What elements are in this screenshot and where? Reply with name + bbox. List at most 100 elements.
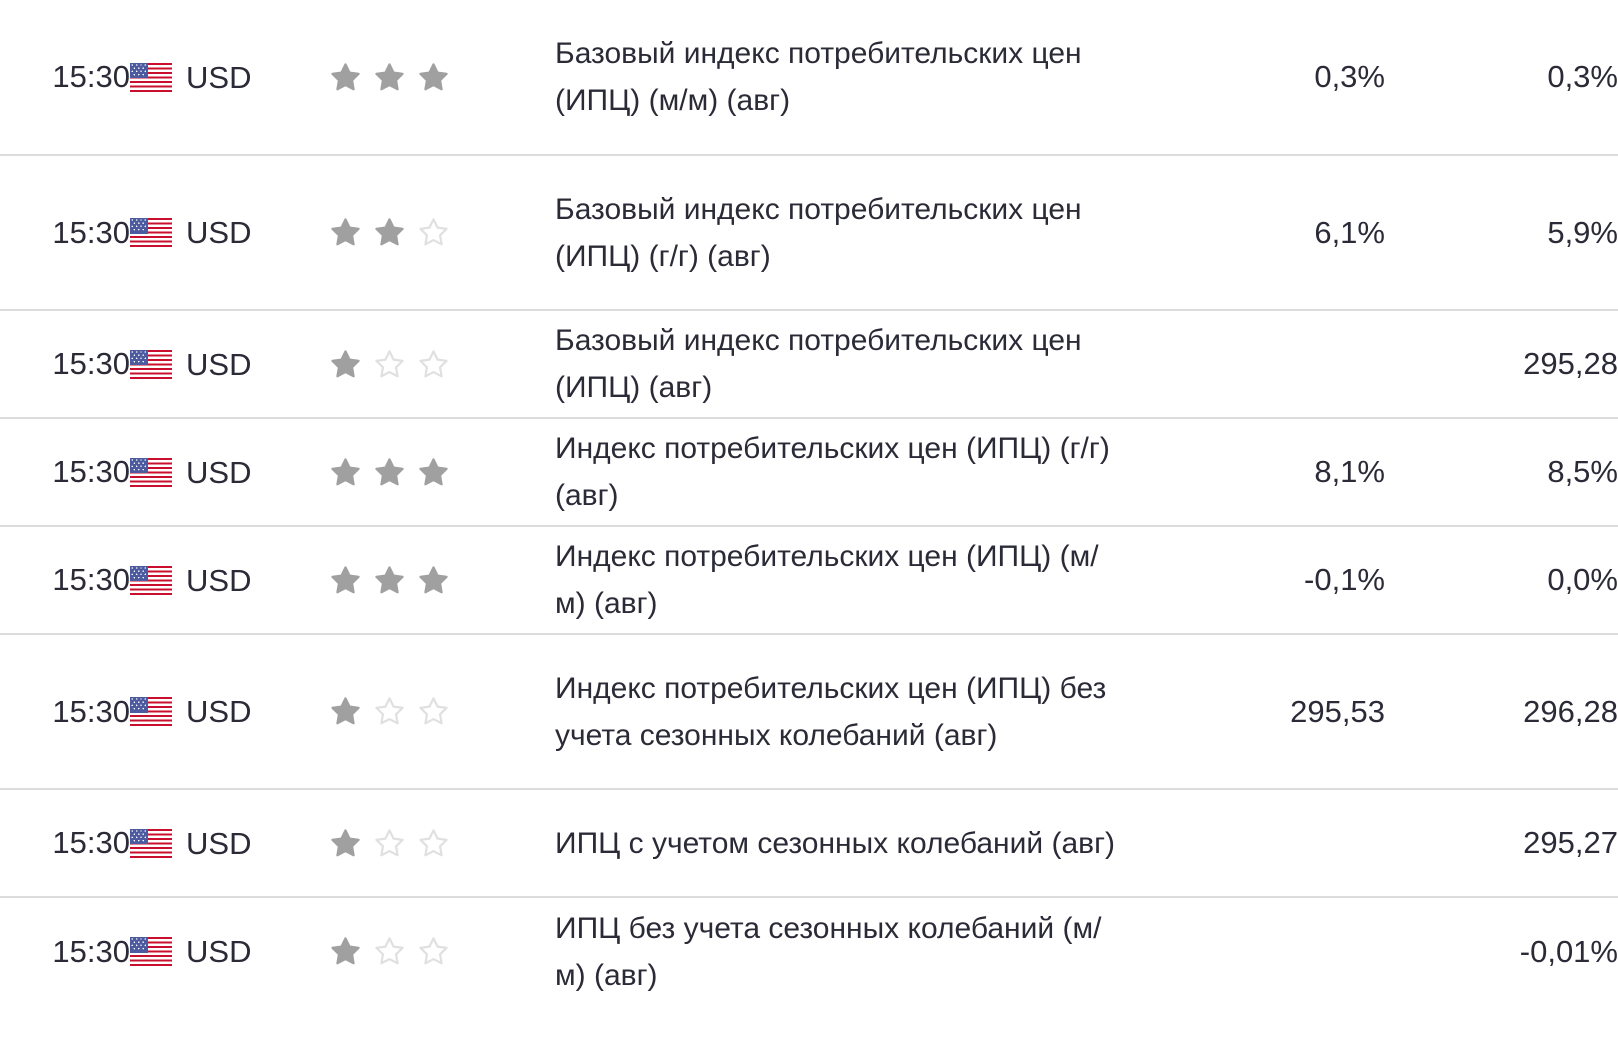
previous-value: 0,3% (1547, 59, 1618, 94)
impact-rating[interactable] (330, 789, 555, 897)
currency-code: USD (186, 59, 252, 95)
impact-rating[interactable] (330, 634, 555, 789)
forecast-value (1115, 897, 1385, 1005)
impact-rating[interactable] (330, 418, 555, 526)
event-time: 15:30 (52, 454, 130, 489)
star-filled-icon (418, 457, 449, 488)
impact-rating[interactable] (330, 526, 555, 634)
event-name-cell[interactable]: Индекс потребительских цен (ИПЦ) (м/м) (… (555, 526, 1115, 634)
star-filled-icon (330, 217, 361, 248)
event-name[interactable]: ИПЦ без учета сезонных колебаний (м/м) (… (555, 911, 1102, 992)
event-name-cell[interactable]: Базовый индекс потребительских цен (ИПЦ)… (555, 0, 1115, 155)
previous-value: 295,27 (1523, 825, 1618, 860)
event-time: 15:30 (52, 346, 130, 381)
us-flag-icon (130, 828, 172, 858)
event-name[interactable]: ИПЦ с учетом сезонных колебаний (авг) (555, 826, 1115, 860)
forecast-value: 295,53 (1290, 693, 1385, 729)
star-filled-icon (330, 457, 361, 488)
impact-rating[interactable] (330, 0, 555, 155)
forecast-value: 6,1% (1314, 214, 1385, 250)
table-row[interactable]: 15:30 USD Индекс потребительских цен (ИПЦ)… (0, 418, 1618, 526)
forecast-value: -0,1% (1304, 562, 1385, 597)
table-row[interactable]: 15:30 USD Базовый индекс потребительских ц… (0, 0, 1618, 155)
currency-cell: USD (130, 155, 330, 310)
event-name[interactable]: Базовый индекс потребительских цен (ИПЦ)… (555, 192, 1082, 273)
table-row[interactable]: 15:30 USD Базовый индекс потребительских ц… (0, 310, 1618, 418)
currency-code: USD (186, 454, 252, 490)
star-filled-icon (418, 565, 449, 596)
table-row[interactable]: 15:30 USD Индекс потребительских цен (ИПЦ)… (0, 634, 1618, 789)
event-name-cell[interactable]: Индекс потребительских цен (ИПЦ) без уче… (555, 634, 1115, 789)
currency-cell: USD (130, 526, 330, 634)
us-flag-icon (130, 218, 172, 247)
table-row[interactable]: 15:30 USD ИПЦ с учетом сезонных колебаний … (0, 789, 1618, 897)
forecast-value: 0,3% (1314, 59, 1385, 94)
currency-cell: USD (130, 418, 330, 526)
event-name-cell[interactable]: Индекс потребительских цен (ИПЦ) (г/г) (… (555, 418, 1115, 526)
event-name[interactable]: Индекс потребительских цен (ИПЦ) (м/м) (… (555, 540, 1099, 620)
table-row[interactable]: 15:30 USD Базовый индекс потребительских ц… (0, 155, 1618, 310)
impact-rating[interactable] (330, 155, 555, 310)
currency-cell: USD (130, 0, 330, 155)
event-name-cell[interactable]: ИПЦ без учета сезонных колебаний (м/м) (… (555, 897, 1115, 1005)
star-empty-icon (374, 349, 405, 380)
event-time: 15:30 (52, 562, 130, 597)
star-filled-icon (330, 696, 361, 727)
star-filled-icon (374, 62, 405, 93)
previous-value: 0,0% (1547, 562, 1618, 597)
star-filled-icon (330, 828, 361, 859)
currency-cell: USD (130, 897, 330, 1005)
star-filled-icon (330, 936, 361, 967)
previous-value: -0,01% (1519, 933, 1618, 969)
forecast-value (1115, 310, 1385, 418)
event-name[interactable]: Базовый индекс потребительских цен (ИПЦ)… (555, 37, 1082, 117)
star-filled-icon (374, 217, 405, 248)
star-filled-icon (374, 457, 405, 488)
us-flag-icon (130, 565, 172, 595)
star-empty-icon (418, 349, 449, 380)
event-name[interactable]: Индекс потребительских цен (ИПЦ) без уче… (555, 671, 1107, 752)
star-filled-icon (330, 565, 361, 596)
previous-value: 295,28 (1523, 346, 1618, 381)
previous-value: 296,28 (1523, 693, 1618, 729)
impact-rating[interactable] (330, 310, 555, 418)
economic-calendar-table: 15:30 USD Базовый индекс потребительских ц… (0, 0, 1618, 1005)
event-time: 15:30 (52, 59, 130, 94)
previous-value: 5,9% (1547, 214, 1618, 250)
event-time: 15:30 (52, 933, 130, 969)
forecast-value: 8,1% (1314, 454, 1385, 489)
us-flag-icon (130, 697, 172, 726)
event-name-cell[interactable]: Базовый индекс потребительских цен (ИПЦ)… (555, 155, 1115, 310)
event-time: 15:30 (52, 825, 130, 860)
currency-code: USD (186, 694, 252, 729)
impact-rating[interactable] (330, 897, 555, 1005)
star-filled-icon (374, 565, 405, 596)
star-empty-icon (374, 936, 405, 967)
table-row[interactable]: 15:30 USD ИПЦ без учета сезонных колебаний… (0, 897, 1618, 1005)
currency-cell: USD (130, 634, 330, 789)
currency-cell: USD (130, 310, 330, 418)
event-name-cell[interactable]: ИПЦ с учетом сезонных колебаний (авг) (555, 789, 1115, 897)
star-empty-icon (418, 828, 449, 859)
event-name[interactable]: Индекс потребительских цен (ИПЦ) (г/г) (… (555, 432, 1110, 512)
star-filled-icon (330, 62, 361, 93)
star-empty-icon (418, 217, 449, 248)
us-flag-icon (130, 349, 172, 379)
event-name[interactable]: Базовый индекс потребительских цен (ИПЦ)… (555, 324, 1082, 404)
us-flag-icon (130, 457, 172, 487)
currency-code: USD (186, 562, 252, 598)
forecast-value (1115, 789, 1385, 897)
event-time: 15:30 (52, 214, 130, 250)
previous-value: 8,5% (1547, 454, 1618, 489)
star-empty-icon (418, 936, 449, 967)
currency-code: USD (186, 825, 252, 861)
event-time: 15:30 (52, 693, 130, 729)
currency-cell: USD (130, 789, 330, 897)
star-filled-icon (418, 62, 449, 93)
calendar-rows: 15:30 USD Базовый индекс потребительских ц… (0, 0, 1618, 1005)
table-row[interactable]: 15:30 USD Индекс потребительских цен (ИПЦ)… (0, 526, 1618, 634)
event-name-cell[interactable]: Базовый индекс потребительских цен (ИПЦ)… (555, 310, 1115, 418)
currency-code: USD (186, 346, 252, 382)
star-empty-icon (418, 696, 449, 727)
us-flag-icon (130, 62, 172, 92)
